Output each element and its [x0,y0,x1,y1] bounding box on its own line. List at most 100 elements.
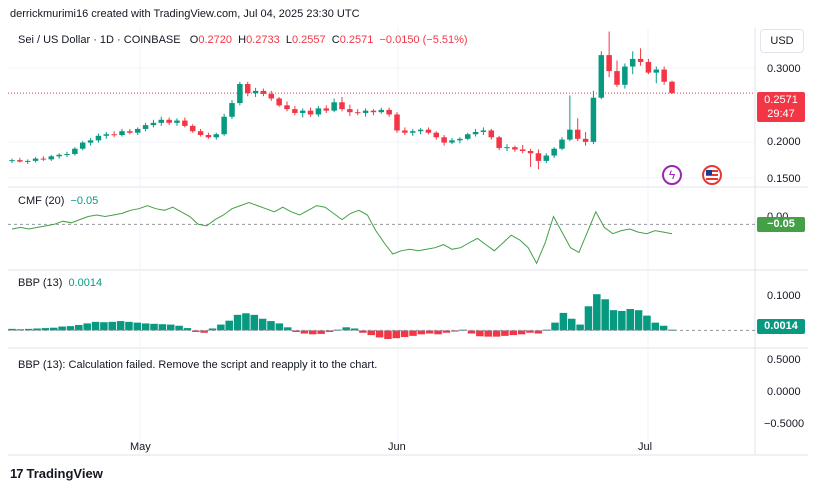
candle[interactable] [315,106,322,117]
bbp-bar[interactable] [567,318,576,331]
bbp-bar[interactable] [668,329,676,331]
candle[interactable] [504,144,510,151]
bbp-bar[interactable] [501,330,509,336]
candle[interactable] [629,51,636,75]
bbp-bar[interactable] [58,326,66,331]
candle[interactable] [512,145,518,152]
bbp-bar[interactable] [175,325,183,331]
candle[interactable] [87,138,94,146]
candle[interactable] [323,105,330,113]
candle[interactable] [614,60,620,88]
candle[interactable] [284,101,290,112]
candle[interactable] [661,66,667,85]
bbp-bar[interactable] [484,330,492,337]
bbp-bar[interactable] [400,330,409,338]
bbp-bar[interactable] [50,327,58,331]
bbp-bar[interactable] [133,322,142,331]
bbp-bar[interactable] [451,330,459,332]
bbp-bar[interactable] [409,330,417,336]
bbp-bar[interactable] [526,330,534,333]
candle[interactable] [48,154,55,161]
candle[interactable] [347,104,353,116]
bbp-pane[interactable] [8,294,755,339]
candle[interactable] [244,81,251,97]
bbp-bar[interactable] [367,330,375,336]
candle[interactable] [402,127,408,136]
bbp-bar[interactable] [200,330,208,333]
bbp-bar[interactable] [576,324,584,331]
bbp-bar[interactable] [250,314,259,331]
candle[interactable] [433,131,440,140]
candle[interactable] [260,88,267,97]
bbp-bar[interactable] [476,330,484,337]
bbp-bar[interactable] [517,330,526,335]
bbp-bar[interactable] [442,330,451,333]
bbp-bar[interactable] [375,330,384,338]
candle[interactable] [370,109,377,116]
candle[interactable] [237,81,243,106]
bbp-bar[interactable] [593,294,601,331]
candle[interactable] [425,127,432,135]
candle[interactable] [535,149,542,170]
bbp-bar[interactable] [258,318,267,331]
candle[interactable] [150,119,157,128]
candle[interactable] [17,157,23,163]
bbp-bar[interactable] [384,330,392,339]
candle[interactable] [496,135,502,151]
candle[interactable] [213,132,220,140]
candle[interactable] [174,118,180,126]
bbp-bar[interactable] [459,329,467,331]
candle[interactable] [669,80,675,95]
candle[interactable] [276,96,282,107]
bbp-bar[interactable] [225,320,233,331]
candle[interactable] [103,131,110,139]
bbp-bar[interactable] [359,330,367,333]
bbp-bar[interactable] [158,324,167,331]
bbp-bar[interactable] [208,328,217,331]
candle[interactable] [637,48,644,66]
candle[interactable] [9,158,15,164]
bbp-bar[interactable] [643,315,651,331]
candle[interactable] [457,137,463,144]
candle[interactable] [292,106,298,116]
currency-button[interactable]: USD [760,29,804,53]
bbp-bar[interactable] [100,322,108,331]
candle[interactable] [64,151,70,158]
candle[interactable] [622,63,628,89]
candle[interactable] [56,153,62,159]
bbp-bar[interactable] [542,329,551,331]
price-pane[interactable] [8,31,755,170]
bbp-bar[interactable] [41,328,50,331]
candle[interactable] [409,128,416,136]
candle[interactable] [111,131,117,138]
bbp-bar[interactable] [192,330,200,332]
candle[interactable] [119,128,125,137]
bbp-bar[interactable] [467,330,476,334]
candle[interactable] [299,108,306,118]
candle[interactable] [472,128,479,137]
bbp-bar[interactable] [584,306,593,331]
candle[interactable] [543,153,550,164]
cmf-line[interactable] [11,201,673,265]
candle[interactable] [79,141,86,151]
bbp-bar[interactable] [492,330,501,337]
candle[interactable] [307,107,314,117]
bbp-bar[interactable] [24,328,33,331]
bbp-bar[interactable] [609,310,618,331]
bbp-bar[interactable] [392,330,401,339]
bbp-bar[interactable] [559,312,568,331]
bbp-bar[interactable] [75,324,83,331]
candle[interactable] [645,58,652,75]
cmf-pane[interactable] [8,201,755,265]
candle[interactable] [142,122,149,132]
bbp-bar[interactable] [292,330,300,332]
candle[interactable] [72,147,78,156]
us-flag-icon[interactable] [702,165,722,185]
bbp-bar[interactable] [83,323,91,331]
candle[interactable] [559,137,565,151]
candle[interactable] [378,107,385,114]
candle[interactable] [134,127,141,136]
bbp-bar[interactable] [317,330,325,334]
bbp-bar[interactable] [509,330,518,336]
